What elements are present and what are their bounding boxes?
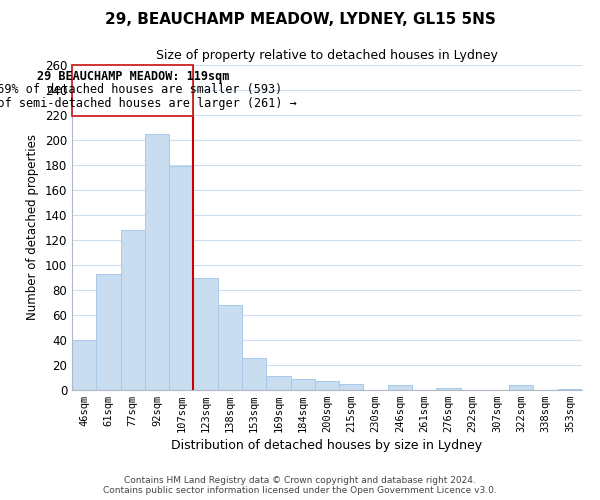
Bar: [242, 358, 266, 390]
Text: ← 69% of detached houses are smaller (593): ← 69% of detached houses are smaller (59…: [0, 84, 283, 96]
Bar: [290, 379, 315, 390]
Bar: [339, 384, 364, 390]
Bar: [315, 381, 339, 390]
X-axis label: Distribution of detached houses by size in Lydney: Distribution of detached houses by size …: [172, 440, 482, 452]
Bar: [388, 385, 412, 390]
Bar: [169, 166, 193, 390]
Bar: [509, 385, 533, 390]
Bar: [436, 388, 461, 390]
Bar: [218, 305, 242, 390]
Bar: [121, 230, 145, 390]
Text: 30% of semi-detached houses are larger (261) →: 30% of semi-detached houses are larger (…: [0, 97, 296, 110]
Text: Contains HM Land Registry data © Crown copyright and database right 2024.
Contai: Contains HM Land Registry data © Crown c…: [103, 476, 497, 495]
Title: Size of property relative to detached houses in Lydney: Size of property relative to detached ho…: [156, 50, 498, 62]
Bar: [266, 376, 290, 390]
Text: 29, BEAUCHAMP MEADOW, LYDNEY, GL15 5NS: 29, BEAUCHAMP MEADOW, LYDNEY, GL15 5NS: [104, 12, 496, 28]
Bar: [193, 278, 218, 390]
Y-axis label: Number of detached properties: Number of detached properties: [26, 134, 39, 320]
Bar: [72, 340, 96, 390]
FancyBboxPatch shape: [72, 65, 193, 116]
Bar: [558, 389, 582, 390]
Text: 29 BEAUCHAMP MEADOW: 119sqm: 29 BEAUCHAMP MEADOW: 119sqm: [37, 70, 229, 82]
Bar: [96, 274, 121, 390]
Bar: [145, 134, 169, 390]
